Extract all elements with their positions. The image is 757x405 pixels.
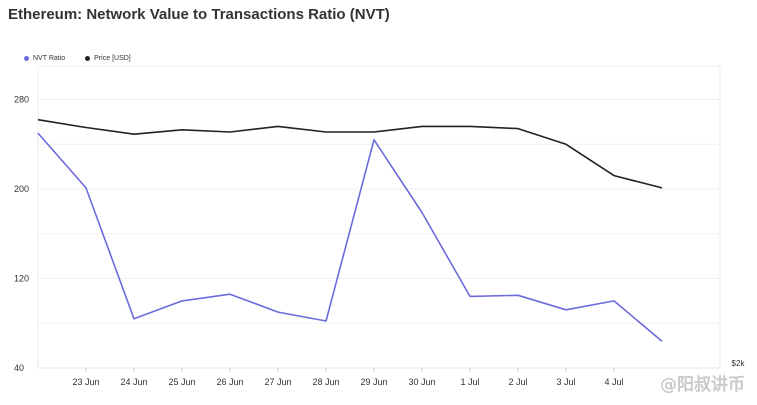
series-lines bbox=[37, 118, 663, 342]
chart-title: Ethereum: Network Value to Transactions … bbox=[8, 6, 390, 23]
x-tick-label: 29 Jun bbox=[360, 377, 387, 387]
y-tick-label: 40 bbox=[14, 363, 24, 373]
x-tick-label: 3 Jul bbox=[556, 377, 575, 387]
x-tick-label: 26 Jun bbox=[216, 377, 243, 387]
right-axis-label: $2k bbox=[732, 359, 746, 368]
series-line-nvt-ratio bbox=[37, 132, 663, 342]
x-tick-label: 28 Jun bbox=[312, 377, 339, 387]
x-tick-label: 4 Jul bbox=[604, 377, 623, 387]
y-tick-label: 120 bbox=[14, 274, 29, 284]
x-axis-ticks: 23 Jun 24 Jun 25 Jun 26 Jun 27 Jun 28 Jun 29 J… bbox=[72, 368, 624, 387]
y-tick-label: 200 bbox=[14, 184, 29, 194]
x-tick-label: 2 Jul bbox=[508, 377, 527, 387]
legend-label-nvt: NVT Ratio bbox=[33, 55, 66, 62]
x-tick-label: 23 Jun bbox=[72, 377, 99, 387]
x-tick-label: 25 Jun bbox=[168, 377, 195, 387]
legend-item-price[interactable]: Price [USD] bbox=[85, 55, 131, 62]
legend-swatch-price bbox=[85, 56, 91, 61]
y-tick-label: 280 bbox=[14, 95, 29, 105]
grid bbox=[37, 65, 721, 369]
legend-label-price: Price [USD] bbox=[94, 55, 131, 62]
x-tick-label: 1 Jul bbox=[460, 377, 479, 387]
legend: NVT Ratio Price [USD] bbox=[24, 55, 131, 62]
x-tick-label: 30 Jun bbox=[408, 377, 435, 387]
watermark: @阳叔讲币 bbox=[660, 375, 745, 395]
y-axis-ticks: 280 200 120 40 bbox=[14, 95, 29, 373]
x-tick-label: 27 Jun bbox=[264, 377, 291, 387]
legend-item-nvt[interactable]: NVT Ratio bbox=[24, 55, 65, 62]
x-tick-label: 24 Jun bbox=[120, 377, 147, 387]
series-line-price-usd bbox=[37, 118, 663, 189]
legend-swatch-nvt bbox=[24, 56, 29, 61]
